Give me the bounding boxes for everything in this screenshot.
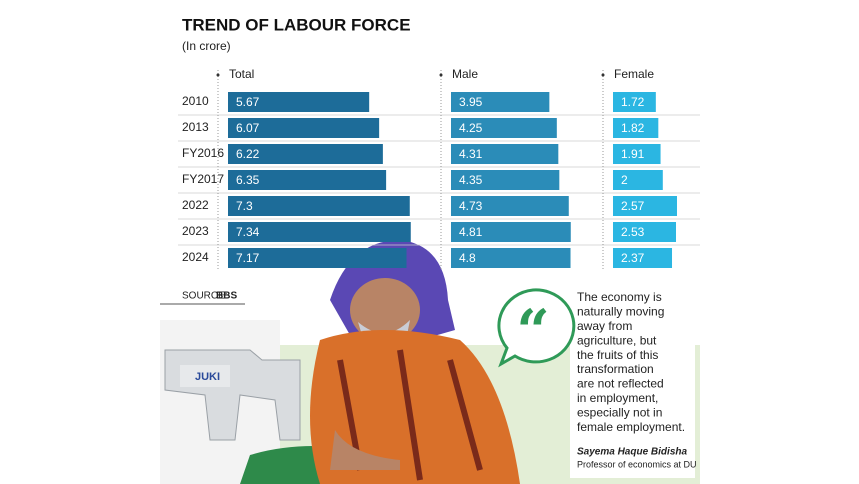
source-label: SOURCE: <box>182 291 228 302</box>
quote-line: especially not in <box>577 405 662 419</box>
bar <box>451 222 571 242</box>
chart-title: TREND OF LABOUR FORCE <box>182 15 411 34</box>
value-label: 6.22 <box>236 147 260 161</box>
bar <box>451 118 557 138</box>
bar <box>451 144 559 164</box>
value-label: 5.67 <box>236 95 260 109</box>
legend-label: Total <box>229 67 254 81</box>
value-label: 1.82 <box>621 121 645 135</box>
bar <box>613 222 676 242</box>
bar <box>228 196 410 216</box>
bar <box>613 92 656 112</box>
quote-line: transformation <box>577 362 654 376</box>
source: BBS <box>216 291 237 302</box>
value-label: 7.3 <box>236 199 253 213</box>
value-label: 7.34 <box>236 225 260 239</box>
svg-text:JUKI: JUKI <box>195 371 220 383</box>
bar <box>613 248 673 268</box>
value-label: 4.73 <box>459 199 483 213</box>
category-label: 2024 <box>182 250 209 264</box>
bar <box>451 248 571 268</box>
bar <box>451 92 550 112</box>
attribution-name: Sayema Haque Bidisha <box>577 447 687 458</box>
bar <box>228 92 370 112</box>
quote-line: the fruits of this <box>577 348 658 362</box>
quote-line: in employment, <box>577 391 658 405</box>
value-label: 6.07 <box>236 121 260 135</box>
bar <box>228 144 383 164</box>
quote-line: away from <box>577 319 632 333</box>
value-label: 4.25 <box>459 121 483 135</box>
category-label: 2022 <box>182 198 209 212</box>
category-label: 2013 <box>182 120 209 134</box>
panel-dot <box>601 73 605 77</box>
bar <box>451 196 569 216</box>
quote-line: naturally moving <box>577 305 664 319</box>
value-label: 6.35 <box>236 173 260 187</box>
category-label: 2023 <box>182 224 209 238</box>
quote-icon: “ <box>497 288 576 368</box>
bar <box>613 170 663 190</box>
value-label: 2.53 <box>621 225 645 239</box>
bar <box>613 144 661 164</box>
panel-dot <box>216 73 220 77</box>
value-label: 1.72 <box>621 95 645 109</box>
bar <box>613 118 659 138</box>
value-label: 4.35 <box>459 173 483 187</box>
quote-line: agriculture, but <box>577 333 657 347</box>
value-label: 3.95 <box>459 95 483 109</box>
bar <box>613 196 677 216</box>
category-label: 2010 <box>182 94 209 108</box>
value-label: 4.31 <box>459 147 483 161</box>
quote-line: female employment. <box>577 420 685 434</box>
value-label: 2 <box>621 173 628 187</box>
panel-dot <box>439 73 443 77</box>
quote-line: are not reflected <box>577 377 664 391</box>
svg-text:“: “ <box>516 297 549 365</box>
category-label: FY2017 <box>182 172 224 186</box>
bar <box>451 170 560 190</box>
value-label: 2.57 <box>621 199 645 213</box>
category-label: FY2016 <box>182 146 224 160</box>
bar <box>228 248 407 268</box>
bar <box>228 170 387 190</box>
attribution-role: Professor of economics at DU <box>577 459 697 469</box>
chart-subtitle: (In crore) <box>182 39 231 53</box>
value-label: 7.17 <box>236 251 260 265</box>
bar <box>228 222 411 242</box>
value-label: 4.81 <box>459 225 483 239</box>
legend-label: Male <box>452 67 478 81</box>
value-label: 1.91 <box>621 147 645 161</box>
value-label: 2.37 <box>621 251 645 265</box>
quote-line: The economy is <box>577 290 662 304</box>
legend-label: Female <box>614 67 654 81</box>
value-label: 4.8 <box>459 251 476 265</box>
bar <box>228 118 380 138</box>
